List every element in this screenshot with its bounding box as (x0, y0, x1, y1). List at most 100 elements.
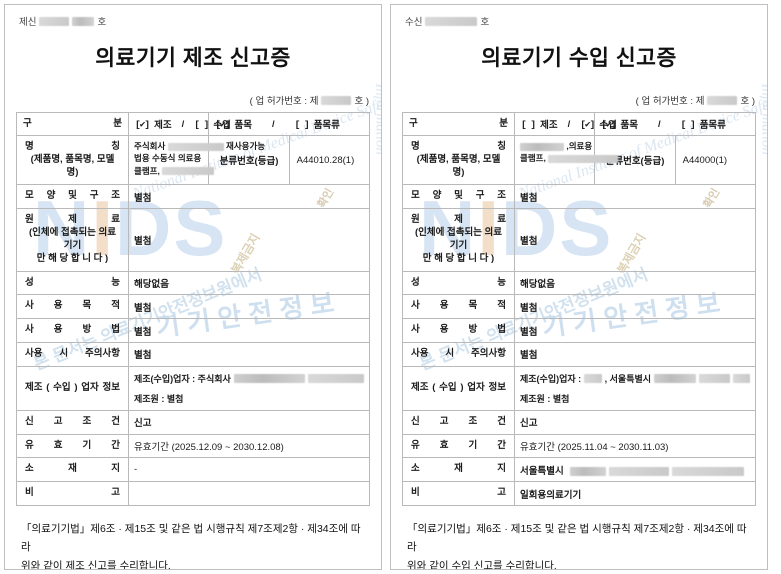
label-remark: 비 고 (402, 481, 515, 506)
label-shape: 모 양 및 구 조 (402, 184, 515, 210)
table-row-shape: 모 양 및 구 조 별첨 (16, 184, 370, 210)
table-row-valid: 유 효 기 간 유효기간 (2025.11.04 ~ 2030.11.03) (402, 433, 756, 459)
maker-line-2: 제조원 : 별첨 (520, 393, 570, 404)
table-row-division: 구 분 [ ] 제조 / [✔] 수입 (402, 112, 756, 136)
maker-line-1: 제조(수입)업자 : 주식회사 (134, 372, 364, 385)
label-maker: 제조 ( 수입 ) 업자 정보 (402, 365, 515, 411)
value-material: 별첨 (514, 208, 756, 272)
cell-item-checkboxes: [✔] 품목 / [ ] 품목류 (208, 112, 370, 136)
label-valid: 유 효 기 간 (16, 433, 129, 459)
permit-number-suffix: 호 ) (740, 96, 755, 107)
redacted-block (707, 95, 738, 105)
table-row-maker: 제조 ( 수입 ) 업자 정보 제조(수입)업자 : 주식회사 제조원 : 별첨 (16, 365, 370, 411)
label-manufacture: 제조 (154, 120, 172, 131)
checkbox-manufacture[interactable]: [✔] (135, 118, 150, 130)
value-purpose: 별첨 (514, 294, 756, 320)
cell-maker-info: 제조(수입)업자 : , 서울특별시 제조원 : 별첨 (514, 365, 756, 411)
certificate-table: 구 분 [ ] 제조 / [✔] 수입 (402, 112, 757, 506)
separator-slash: / (657, 118, 661, 130)
cell-name-value: 주식회사 재사용가능 법용 수동식 의료용 클램프, (127, 134, 265, 186)
label-material: 원 제 료 (인체에 접촉되는 의료기기 만 해 당 합 니 다 ) (402, 208, 515, 272)
label-name: 명 칭 (제품명, 품목명, 모델명) (402, 134, 515, 186)
checkbox-item[interactable]: [✔] (215, 118, 230, 130)
label-maker: 제조 ( 수입 ) 업자 정보 (16, 365, 129, 411)
table-row-purpose: 사 용 목 적 별첨 (402, 294, 756, 320)
label-item: 품목 (234, 120, 252, 131)
value-classification: A44000(1) (674, 134, 757, 186)
permit-number-prefix: ( 업 허가번호 : 제 (635, 96, 705, 107)
document-number: 제신 호 (5, 5, 381, 28)
value-remark (128, 481, 370, 506)
label-division: 구 분 (402, 112, 515, 136)
label-material-sub-1: (인체에 접촉되는 의료기기 (414, 227, 503, 251)
redacted-block (321, 95, 352, 105)
table-row-name: 명 칭 (제품명, 품목명, 모델명) 주식회사 재사용가능 법용 수동식 의료… (16, 134, 371, 186)
label-location: 소 재 지 (16, 457, 129, 483)
table-row-performance: 성 능 해당없음 (402, 270, 756, 296)
value-shape: 별첨 (514, 184, 756, 210)
checkbox-import[interactable]: [ ] (194, 118, 209, 130)
value-caution: 별첨 (128, 341, 370, 367)
table-row-name: 명 칭 (제품명, 품목명, 모델명) ,의료용 클램프, (402, 134, 757, 186)
table-row-condition: 신 고 조 건 신고 (16, 409, 370, 435)
name-value-tail: 재사용가능 (226, 141, 266, 151)
separator-slash: / (271, 118, 275, 130)
table-row-purpose: 사 용 목 적 별첨 (16, 294, 370, 320)
checkbox-manufacture[interactable]: [ ] (521, 118, 536, 130)
label-manufacture: 제조 (540, 120, 558, 131)
page-title: 의료기기 제조 신고증 (95, 46, 291, 70)
label-name: 명 칭 (제품명, 품목명, 모델명) (16, 134, 129, 186)
label-condition: 신 고 조 건 (16, 409, 129, 435)
separator-slash: / (181, 118, 185, 130)
table-row-location: 소 재 지 서울특별시 (402, 457, 756, 483)
value-method: 별첨 (514, 318, 756, 343)
table-row-material: 원 제 료 (인체에 접촉되는 의료기기 만 해 당 합 니 다 ) 별첨 (402, 208, 756, 272)
permit-number-prefix: ( 업 허가번호 : 제 (249, 96, 319, 107)
redacted-block (425, 16, 478, 26)
document-number-prefix: 수신 (405, 17, 423, 28)
label-purpose: 사 용 목 적 (16, 294, 129, 320)
label-name-sub: (제품명, 품목명, 모델명) (30, 153, 115, 178)
table-row-valid: 유 효 기 간 유효기간 (2025.12.09 ~ 2030.12.08) (16, 433, 370, 459)
footer-law-text: 「의료기기법」제6조 · 제15조 및 같은 법 시행규칙 제7조제2항 · 제… (21, 523, 361, 554)
table-row-location: 소 재 지 - (16, 457, 370, 483)
permit-number-suffix: 호 ) (354, 96, 369, 107)
label-condition: 신 고 조 건 (402, 409, 515, 435)
maker-line-1: 제조(수입)업자 : , 서울특별시 (520, 372, 750, 385)
footer-accept-text: 위와 같이 제조 신고를 수리합니다. (21, 559, 171, 570)
name-line-2: 법용 수동식 의료용 (134, 153, 202, 164)
cell-division-checkboxes: [ ] 제조 / [✔] 수입 (513, 112, 617, 136)
checkbox-itemclass[interactable]: [ ] (294, 118, 310, 130)
label-name-sub: (제품명, 품목명, 모델명) (416, 153, 501, 178)
label-import: 수입 (599, 120, 617, 131)
label-name-main: 명 칭 (25, 141, 120, 152)
table-row-method: 사 용 방 법 별첨 (402, 318, 756, 343)
label-material-main: 원 제 료 (25, 214, 120, 226)
label-name-main: 명 칭 (411, 141, 506, 152)
label-itemclass: 품목류 (313, 120, 340, 131)
certificate-import: NIDS National Institute of Medical Devic… (390, 4, 768, 570)
permit-number: ( 업 허가번호 : 제 호 ) (391, 72, 767, 112)
table-row-caution: 사용 시 주의사항 별첨 (16, 341, 370, 367)
cell-name-value: ,의료용 클램프, (513, 134, 619, 186)
label-shape: 모 양 및 구 조 (16, 184, 129, 210)
value-shape: 별첨 (128, 184, 370, 210)
value-valid: 유효기간 (2025.11.04 ~ 2030.11.03) (514, 433, 756, 459)
checkbox-item[interactable]: [✔] (601, 118, 616, 130)
label-location: 소 재 지 (402, 457, 515, 483)
cell-division-checkboxes: [✔] 제조 / [ ] 수입 (127, 112, 231, 136)
label-performance: 성 능 (402, 270, 515, 296)
table-row-caution: 사용 시 주의사항 별첨 (402, 341, 756, 367)
label-material-sub-1: (인체에 접촉되는 의료기기 (28, 227, 117, 251)
checkbox-import[interactable]: [✔] (580, 118, 595, 130)
checkbox-itemclass[interactable]: [ ] (680, 118, 696, 130)
table-row-method: 사 용 방 법 별첨 (16, 318, 370, 343)
document-number-suffix: 호 (480, 17, 490, 28)
value-performance: 해당없음 (128, 270, 370, 296)
value-method: 별첨 (128, 318, 370, 343)
name-line-1: ,의료용 (520, 140, 592, 152)
value-location: 서울특별시 (520, 465, 564, 477)
label-import: 수입 (213, 120, 231, 131)
label-performance: 성 능 (16, 270, 129, 296)
cell-maker-info: 제조(수입)업자 : 주식회사 제조원 : 별첨 (128, 365, 370, 411)
